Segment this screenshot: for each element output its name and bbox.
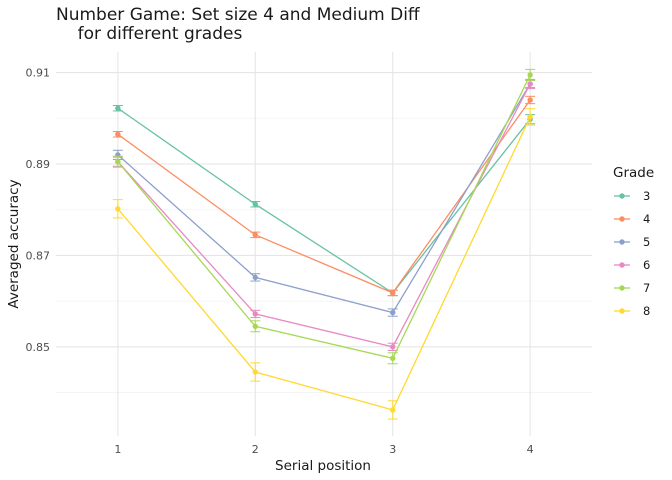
data-point bbox=[252, 323, 258, 329]
data-point bbox=[527, 72, 533, 78]
y-tick-label: 0.85 bbox=[26, 341, 51, 354]
legend-label: 5 bbox=[643, 235, 650, 249]
series-grade-3 bbox=[112, 104, 536, 297]
legend-label: 4 bbox=[643, 212, 650, 226]
data-point bbox=[527, 97, 533, 103]
legend-item-grade-6: 6 bbox=[614, 258, 650, 272]
legend-marker bbox=[619, 193, 625, 199]
series-grade-4 bbox=[112, 95, 536, 297]
legend-marker bbox=[619, 239, 625, 245]
y-tick-label: 0.87 bbox=[26, 249, 51, 262]
data-point bbox=[390, 344, 396, 350]
series-line bbox=[117, 99, 531, 294]
data-point bbox=[252, 369, 258, 375]
series-layer bbox=[112, 68, 536, 420]
data-point bbox=[115, 206, 121, 212]
x-tick-label: 3 bbox=[389, 443, 396, 456]
legend-marker bbox=[619, 262, 625, 268]
data-point bbox=[252, 311, 258, 317]
legend-marker bbox=[619, 216, 625, 222]
data-point bbox=[252, 274, 258, 281]
chart-title-line2: for different grades bbox=[56, 24, 242, 44]
x-tick-label: 2 bbox=[252, 443, 259, 456]
data-point bbox=[252, 201, 258, 207]
data-point bbox=[527, 81, 533, 87]
legend-marker bbox=[619, 308, 625, 314]
x-tick-label: 1 bbox=[114, 443, 121, 456]
series-line bbox=[117, 83, 531, 314]
series-grade-5 bbox=[112, 79, 536, 317]
data-point bbox=[252, 232, 258, 238]
series-grade-6 bbox=[112, 78, 536, 352]
x-tick-labels: 1 2 3 4 bbox=[114, 443, 533, 456]
series-line bbox=[117, 107, 531, 294]
data-point bbox=[115, 131, 121, 137]
data-point bbox=[527, 114, 533, 120]
legend: Grade 3 4 5 6 7 8 bbox=[613, 165, 654, 318]
legend-label: 8 bbox=[643, 304, 650, 318]
legend-item-grade-5: 5 bbox=[614, 235, 650, 249]
legend-label: 7 bbox=[643, 281, 650, 295]
legend-marker bbox=[619, 285, 625, 291]
data-point bbox=[390, 407, 396, 413]
x-axis-title: Serial position bbox=[275, 458, 371, 474]
series-grade-7 bbox=[112, 68, 536, 365]
legend-item-grade-8: 8 bbox=[614, 304, 650, 318]
legend-label: 3 bbox=[643, 189, 650, 203]
y-tick-labels: 0.85 0.87 0.89 0.91 bbox=[26, 67, 51, 354]
grid-major bbox=[56, 52, 592, 436]
data-point bbox=[390, 290, 396, 296]
legend-item-grade-7: 7 bbox=[614, 281, 650, 295]
legend-label: 6 bbox=[643, 258, 650, 272]
series-line bbox=[117, 74, 531, 360]
y-tick-label: 0.89 bbox=[26, 158, 51, 171]
chart-title-line1: Number Game: Set size 4 and Medium Diff bbox=[56, 5, 421, 25]
data-point bbox=[390, 355, 396, 361]
series-line bbox=[117, 83, 531, 348]
data-point bbox=[115, 105, 121, 111]
y-axis-title: Averaged accuracy bbox=[6, 179, 22, 308]
data-point bbox=[115, 159, 121, 165]
legend-item-grade-4: 4 bbox=[614, 212, 650, 226]
x-tick-label: 4 bbox=[527, 443, 534, 456]
legend-item-grade-3: 3 bbox=[614, 189, 650, 203]
series-line bbox=[117, 116, 531, 411]
data-point bbox=[390, 309, 396, 316]
series-grade-8 bbox=[112, 108, 536, 420]
legend-items: 3 4 5 6 7 8 bbox=[614, 189, 650, 318]
grid-minor bbox=[56, 117, 592, 393]
legend-title: Grade bbox=[613, 165, 654, 181]
y-tick-label: 0.91 bbox=[26, 67, 51, 80]
